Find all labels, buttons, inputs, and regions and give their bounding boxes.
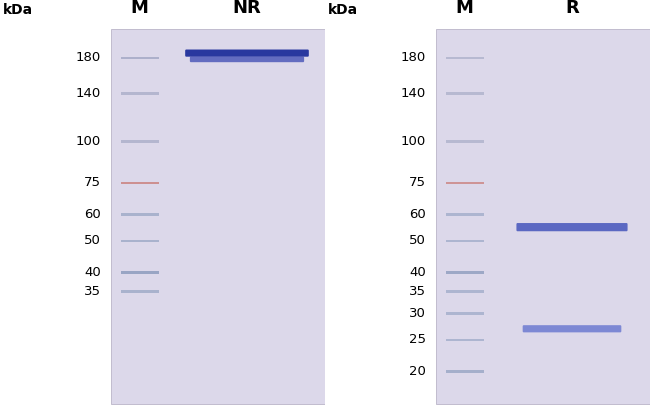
Bar bbox=[121, 141, 159, 143]
Text: kDa: kDa bbox=[328, 2, 358, 17]
FancyBboxPatch shape bbox=[523, 325, 621, 332]
Bar bbox=[121, 57, 159, 59]
Bar bbox=[446, 339, 484, 341]
FancyBboxPatch shape bbox=[517, 223, 628, 231]
Text: 50: 50 bbox=[84, 234, 101, 247]
Bar bbox=[121, 182, 159, 184]
Text: 100: 100 bbox=[75, 135, 101, 148]
Text: kDa: kDa bbox=[3, 2, 33, 17]
Bar bbox=[446, 290, 484, 293]
Text: 35: 35 bbox=[84, 285, 101, 298]
Bar bbox=[446, 240, 484, 242]
Bar bbox=[446, 271, 484, 274]
Bar bbox=[446, 312, 484, 315]
Bar bbox=[436, 29, 650, 404]
FancyBboxPatch shape bbox=[190, 57, 304, 62]
Bar bbox=[111, 29, 325, 404]
Text: NR: NR bbox=[233, 0, 261, 17]
Text: 140: 140 bbox=[400, 87, 426, 100]
Text: 60: 60 bbox=[409, 208, 426, 221]
Text: R: R bbox=[565, 0, 579, 17]
Bar bbox=[121, 271, 159, 274]
Text: 25: 25 bbox=[409, 333, 426, 346]
Text: M: M bbox=[131, 0, 149, 17]
Bar bbox=[446, 141, 484, 143]
Text: 35: 35 bbox=[409, 285, 426, 298]
Bar bbox=[446, 182, 484, 184]
Bar bbox=[121, 240, 159, 242]
Text: 100: 100 bbox=[400, 135, 426, 148]
Text: 180: 180 bbox=[400, 51, 426, 64]
Text: 30: 30 bbox=[409, 307, 426, 320]
Text: 140: 140 bbox=[75, 87, 101, 100]
Bar bbox=[121, 92, 159, 95]
Text: 20: 20 bbox=[409, 365, 426, 378]
Bar bbox=[121, 290, 159, 293]
Text: 75: 75 bbox=[84, 176, 101, 189]
Text: 50: 50 bbox=[409, 234, 426, 247]
Bar bbox=[446, 57, 484, 59]
Bar bbox=[446, 370, 484, 373]
Bar bbox=[446, 213, 484, 216]
Text: 40: 40 bbox=[84, 266, 101, 279]
Text: 180: 180 bbox=[75, 51, 101, 64]
FancyBboxPatch shape bbox=[185, 50, 309, 57]
Bar bbox=[121, 213, 159, 216]
Text: 75: 75 bbox=[409, 176, 426, 189]
Text: M: M bbox=[456, 0, 474, 17]
Text: 40: 40 bbox=[409, 266, 426, 279]
Bar bbox=[446, 92, 484, 95]
Text: 60: 60 bbox=[84, 208, 101, 221]
